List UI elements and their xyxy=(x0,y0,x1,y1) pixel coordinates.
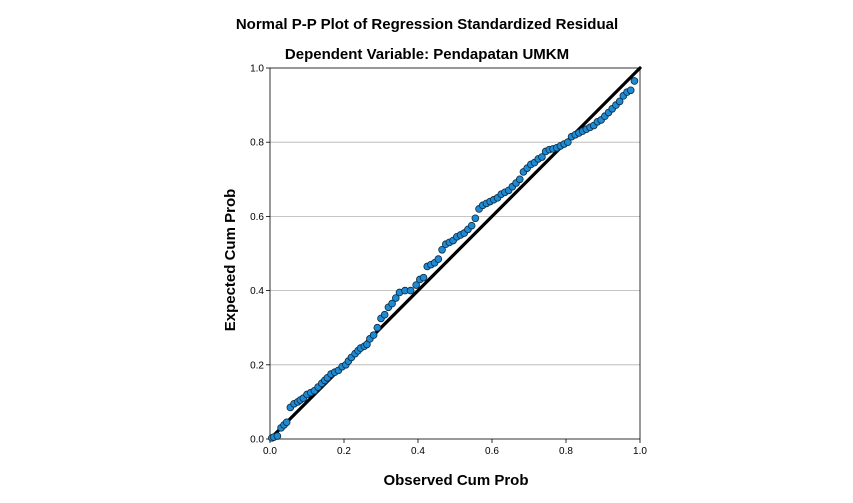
y-tick-label: 1.0 xyxy=(250,64,264,75)
x-tick-label: 0.4 xyxy=(411,446,425,457)
chart-subtitle: Dependent Variable: Pendapatan UMKM xyxy=(285,46,569,63)
x-tick-label: 1.0 xyxy=(633,446,647,457)
data-point xyxy=(273,432,282,440)
data-point xyxy=(626,86,635,95)
axis-tick-labels: 0.0 0.2 0.4 0.6 0.8 1.0 0.0 0.2 0.4 0.6 0.8 1.0 xyxy=(250,64,647,458)
data-point xyxy=(406,286,415,295)
x-tick-label: 0.0 xyxy=(263,446,277,457)
data-point xyxy=(564,138,572,147)
data-point xyxy=(369,331,378,339)
plot-frame xyxy=(269,67,641,440)
y-tick-label: 0.8 xyxy=(250,138,264,149)
data-points xyxy=(268,77,639,442)
data-point xyxy=(391,294,400,302)
data-point xyxy=(471,214,480,223)
data-point xyxy=(388,299,396,308)
data-point xyxy=(282,418,291,427)
data-point xyxy=(412,281,420,289)
y-axis-title: Expected Cum Prob xyxy=(222,189,239,332)
data-point xyxy=(630,77,639,85)
y-tick-label: 0.4 xyxy=(250,286,264,297)
x-tick-label: 0.6 xyxy=(485,446,499,457)
data-point xyxy=(538,153,546,161)
data-point xyxy=(467,221,476,230)
axis-ticks xyxy=(266,67,641,443)
data-point xyxy=(434,255,443,263)
x-tick-label: 0.8 xyxy=(559,446,573,457)
data-point xyxy=(419,273,428,282)
data-point xyxy=(615,97,624,106)
x-tick-label: 0.2 xyxy=(337,446,351,457)
x-axis-title: Observed Cum Prob xyxy=(383,472,528,489)
y-tick-label: 0.6 xyxy=(250,212,264,223)
y-tick-label: 0.0 xyxy=(250,435,264,446)
data-point xyxy=(515,175,524,184)
gridlines xyxy=(270,141,640,366)
y-tick-label: 0.2 xyxy=(250,360,264,371)
data-point xyxy=(380,310,389,319)
data-point xyxy=(373,323,382,332)
chart-title: Normal P-P Plot of Regression Standardiz… xyxy=(236,16,618,33)
data-point xyxy=(438,245,446,254)
